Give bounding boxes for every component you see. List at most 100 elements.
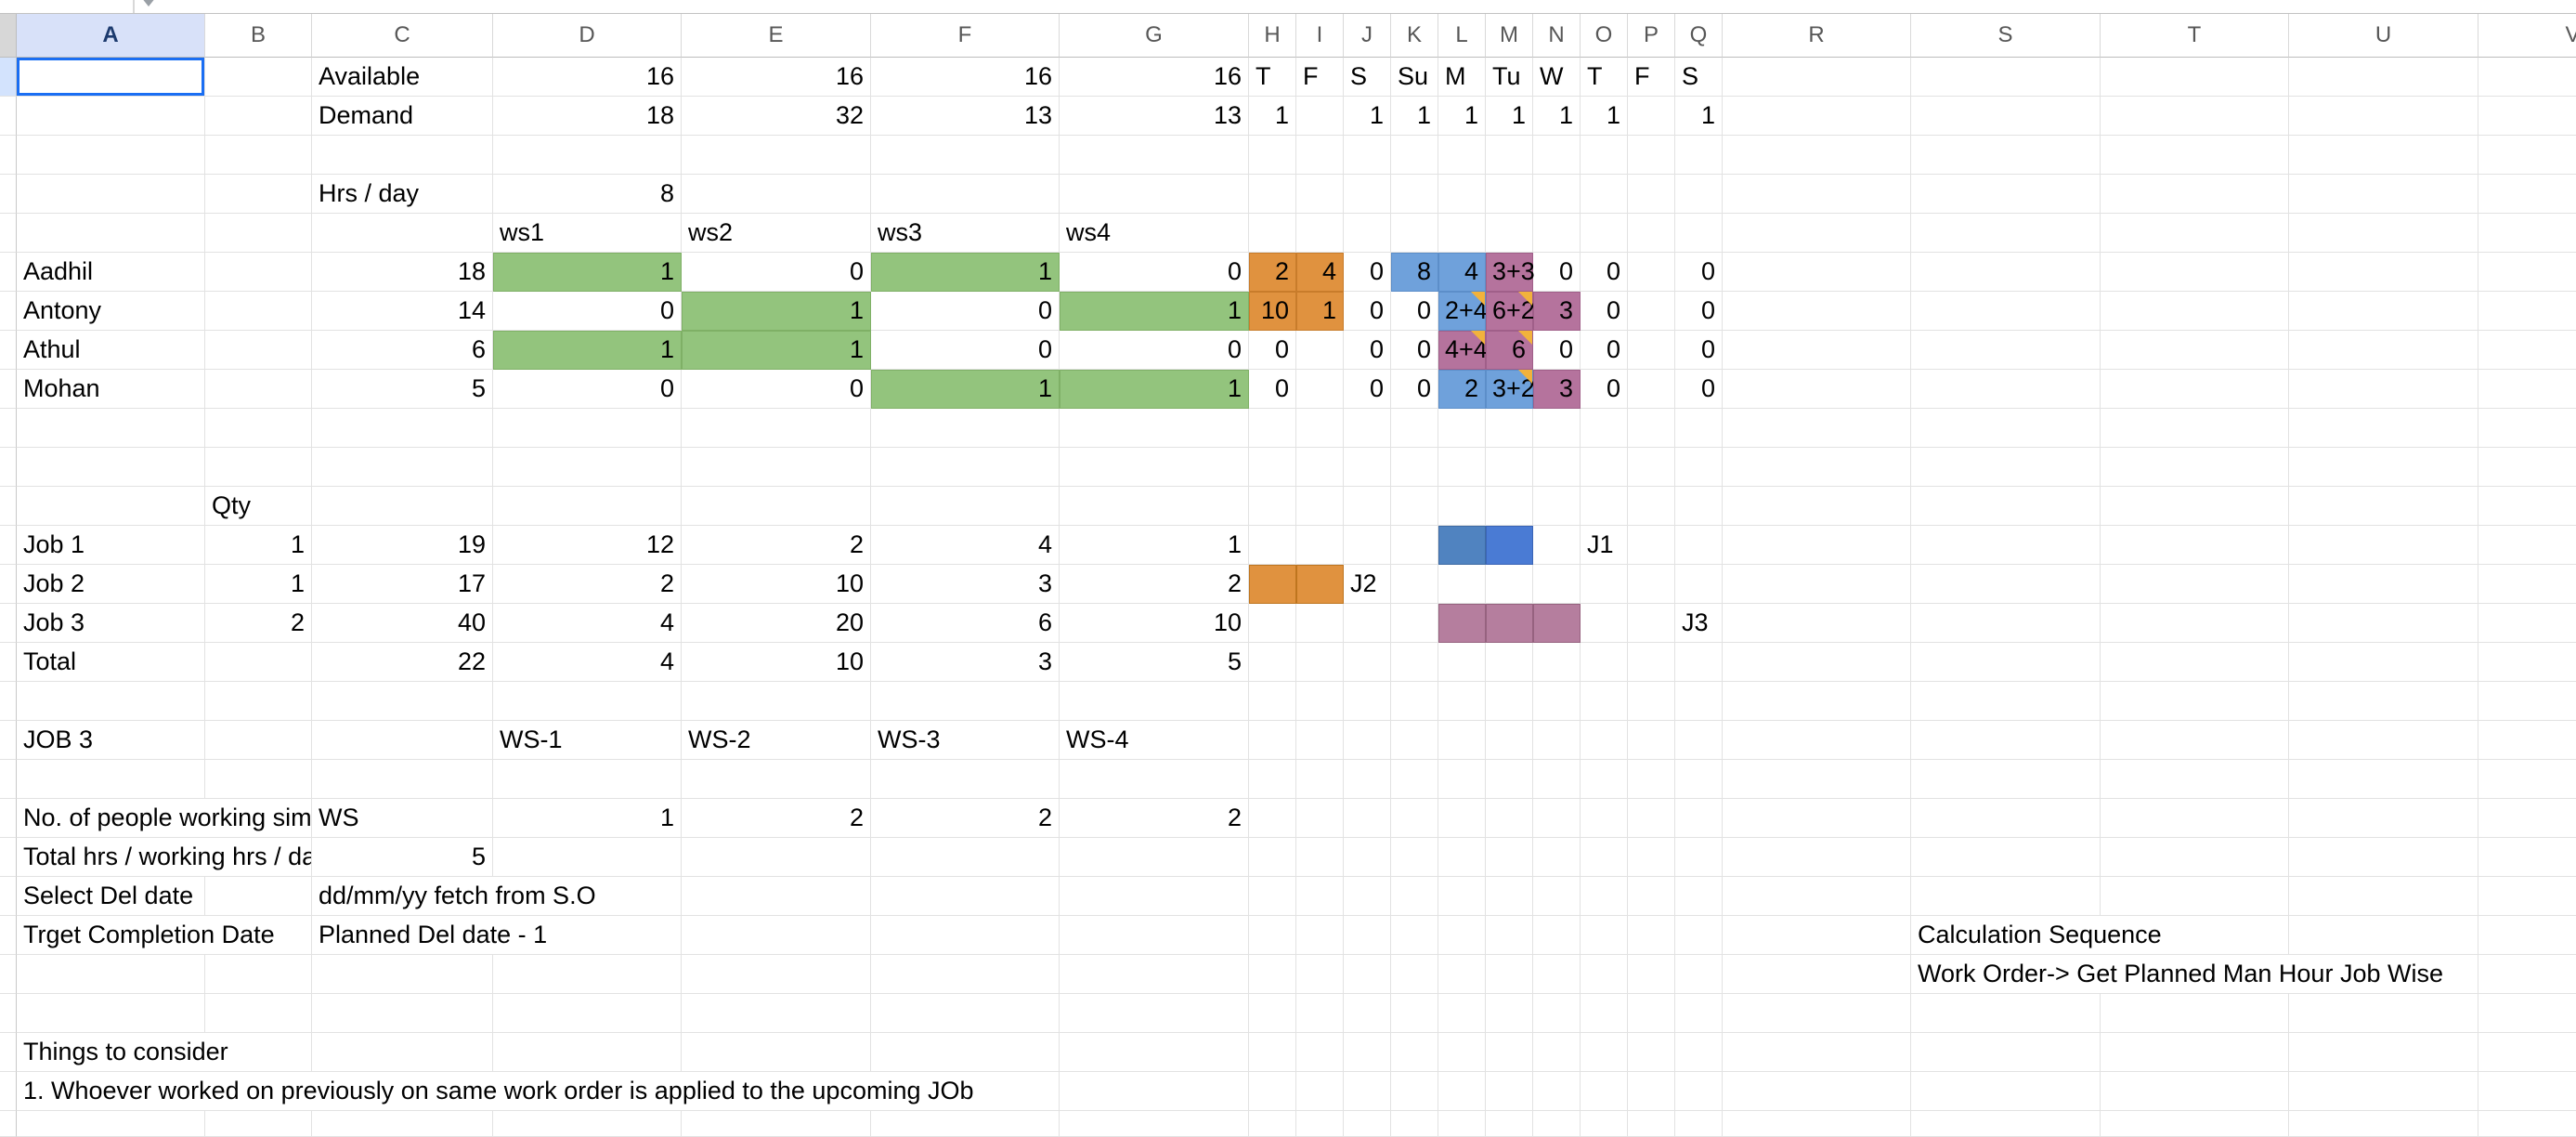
cell-V5[interactable] — [2478, 214, 2576, 253]
cell-A14[interactable]: Job 2 — [17, 565, 205, 604]
cell-N26[interactable] — [1533, 1033, 1581, 1072]
cell-E3[interactable] — [682, 136, 871, 175]
row-gutter[interactable] — [0, 838, 17, 877]
cell-N10[interactable] — [1533, 409, 1581, 448]
cell-C7[interactable]: 14 — [312, 292, 493, 331]
cell-S1[interactable] — [1911, 58, 2101, 97]
cell-S27[interactable] — [1911, 1072, 2101, 1111]
cell-N14[interactable] — [1533, 565, 1581, 604]
cell-B12[interactable]: Qty — [205, 487, 312, 526]
cell-H6[interactable]: 2 — [1249, 253, 1296, 292]
cell-P23[interactable] — [1628, 916, 1675, 955]
cell-P21[interactable] — [1628, 838, 1675, 877]
cell-E1[interactable]: 16 — [682, 58, 871, 97]
cell-H4[interactable] — [1249, 175, 1296, 214]
name-box-dropdown-icon[interactable] — [141, 0, 156, 7]
cell-P22[interactable] — [1628, 877, 1675, 916]
cell-G13[interactable]: 1 — [1060, 526, 1249, 565]
cell-C9[interactable]: 5 — [312, 370, 493, 409]
cell-K26[interactable] — [1391, 1033, 1438, 1072]
cell-H22[interactable] — [1249, 877, 1296, 916]
cell-F2[interactable]: 13 — [871, 97, 1060, 136]
cell-G11[interactable] — [1060, 448, 1249, 487]
cell-D28[interactable] — [493, 1111, 682, 1137]
cell-C6[interactable]: 18 — [312, 253, 493, 292]
cell-H11[interactable] — [1249, 448, 1296, 487]
cell-A19[interactable] — [17, 760, 205, 799]
cell-S23[interactable]: Calculation Sequence — [1911, 916, 2289, 955]
cell-U15[interactable] — [2289, 604, 2478, 643]
cell-M20[interactable] — [1486, 799, 1533, 838]
cell-M1[interactable]: Tu — [1486, 58, 1533, 97]
cell-F15[interactable]: 6 — [871, 604, 1060, 643]
cell-F3[interactable] — [871, 136, 1060, 175]
cell-K10[interactable] — [1391, 409, 1438, 448]
cell-P7[interactable] — [1628, 292, 1675, 331]
cell-R18[interactable] — [1723, 721, 1911, 760]
cell-R23[interactable] — [1723, 916, 1911, 955]
cell-I26[interactable] — [1296, 1033, 1344, 1072]
cell-V4[interactable] — [2478, 175, 2576, 214]
cell-Q10[interactable] — [1675, 409, 1723, 448]
cell-O8[interactable]: 0 — [1581, 331, 1628, 370]
cell-F14[interactable]: 3 — [871, 565, 1060, 604]
cell-L3[interactable] — [1438, 136, 1486, 175]
cell-H26[interactable] — [1249, 1033, 1296, 1072]
cell-D4[interactable]: 8 — [493, 175, 682, 214]
cell-U26[interactable] — [2289, 1033, 2478, 1072]
cell-J25[interactable] — [1344, 994, 1391, 1033]
cell-A5[interactable] — [17, 214, 205, 253]
cell-T20[interactable] — [2101, 799, 2289, 838]
cell-I2[interactable] — [1296, 97, 1344, 136]
cell-C2[interactable]: Demand — [312, 97, 493, 136]
cell-A25[interactable] — [17, 994, 205, 1033]
cell-C25[interactable] — [312, 994, 493, 1033]
cell-L12[interactable] — [1438, 487, 1486, 526]
cell-N7[interactable]: 3 — [1533, 292, 1581, 331]
cell-V21[interactable] — [2478, 838, 2576, 877]
column-header-N[interactable]: N — [1533, 14, 1581, 58]
cell-A21[interactable]: Total hrs / working hrs / da — [17, 838, 312, 877]
cell-G25[interactable] — [1060, 994, 1249, 1033]
cell-I21[interactable] — [1296, 838, 1344, 877]
cell-E17[interactable] — [682, 682, 871, 721]
cell-O7[interactable]: 0 — [1581, 292, 1628, 331]
cell-K8[interactable]: 0 — [1391, 331, 1438, 370]
cell-G28[interactable] — [1060, 1111, 1249, 1137]
cell-H5[interactable] — [1249, 214, 1296, 253]
cell-N15[interactable] — [1533, 604, 1581, 643]
cell-A23[interactable]: Trget Completion Date — [17, 916, 312, 955]
cell-G10[interactable] — [1060, 409, 1249, 448]
cell-S24[interactable]: Work Order-> Get Planned Man Hour Job Wi… — [1911, 955, 2478, 994]
cell-U9[interactable] — [2289, 370, 2478, 409]
cell-Q27[interactable] — [1675, 1072, 1723, 1111]
cell-E8[interactable]: 1 — [682, 331, 871, 370]
cell-H13[interactable] — [1249, 526, 1296, 565]
cell-F6[interactable]: 1 — [871, 253, 1060, 292]
cell-T8[interactable] — [2101, 331, 2289, 370]
row-gutter[interactable] — [0, 916, 17, 955]
cell-K20[interactable] — [1391, 799, 1438, 838]
cell-I18[interactable] — [1296, 721, 1344, 760]
cell-T7[interactable] — [2101, 292, 2289, 331]
cell-S19[interactable] — [1911, 760, 2101, 799]
cell-S25[interactable] — [1911, 994, 2101, 1033]
cell-I6[interactable]: 4 — [1296, 253, 1344, 292]
cell-P9[interactable] — [1628, 370, 1675, 409]
cell-S20[interactable] — [1911, 799, 2101, 838]
cell-Q7[interactable]: 0 — [1675, 292, 1723, 331]
cell-T19[interactable] — [2101, 760, 2289, 799]
cell-L15[interactable] — [1438, 604, 1486, 643]
cell-Q11[interactable] — [1675, 448, 1723, 487]
cell-F28[interactable] — [871, 1111, 1060, 1137]
cell-D17[interactable] — [493, 682, 682, 721]
cell-T22[interactable] — [2101, 877, 2289, 916]
cell-L24[interactable] — [1438, 955, 1486, 994]
cell-J2[interactable]: 1 — [1344, 97, 1391, 136]
cell-R26[interactable] — [1723, 1033, 1911, 1072]
cell-O21[interactable] — [1581, 838, 1628, 877]
cell-K23[interactable] — [1391, 916, 1438, 955]
cell-M5[interactable] — [1486, 214, 1533, 253]
cell-V19[interactable] — [2478, 760, 2576, 799]
cell-M26[interactable] — [1486, 1033, 1533, 1072]
